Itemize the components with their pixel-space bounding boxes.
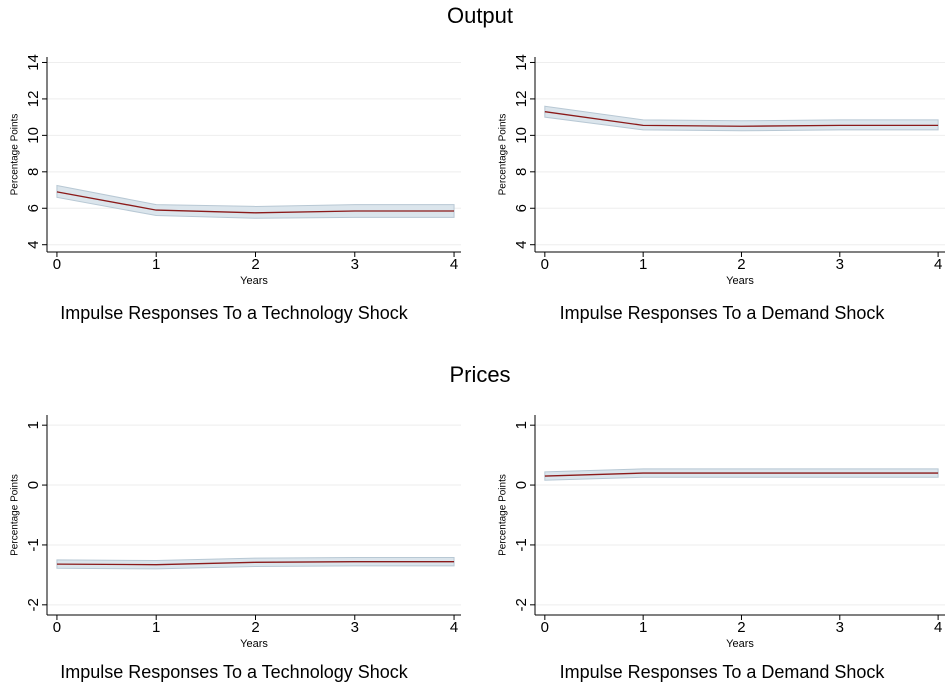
confidence-band — [544, 468, 939, 481]
confidence-band — [56, 557, 455, 570]
x-tick-label: 0 — [53, 619, 61, 636]
y-tick-label: 4 — [25, 241, 42, 249]
y-axis-label: Percentage Points — [498, 114, 509, 196]
y-tick-label: 0 — [513, 481, 530, 489]
response-line — [56, 561, 455, 566]
y-tick-label: 4 — [513, 241, 530, 249]
x-tick-label: 2 — [737, 619, 745, 636]
section-title: Prices — [449, 362, 510, 387]
y-tick-label: 12 — [513, 91, 530, 108]
y-tick-label: 0 — [25, 481, 42, 489]
x-tick-label: 4 — [450, 256, 458, 273]
panel-caption: Impulse Responses To a Technology Shock — [60, 662, 409, 682]
x-axis-label: Years — [240, 275, 268, 287]
panel-caption: Impulse Responses To a Technology Shock — [60, 303, 409, 323]
x-tick-label: 3 — [836, 619, 844, 636]
y-tick-label: 8 — [513, 168, 530, 176]
x-axis-label: Years — [726, 275, 754, 287]
response-line — [544, 111, 939, 127]
panel-caption: Impulse Responses To a Demand Shock — [560, 303, 886, 323]
x-tick-label: 3 — [351, 256, 359, 273]
x-tick-label: 1 — [152, 256, 160, 273]
y-tick-label: 10 — [513, 127, 530, 144]
y-axis-label: Percentage Points — [10, 474, 21, 556]
x-tick-label: 1 — [639, 256, 647, 273]
x-tick-label: 2 — [251, 619, 259, 636]
x-tick-label: 4 — [934, 256, 942, 273]
x-tick-label: 3 — [351, 619, 359, 636]
x-tick-label: 2 — [251, 256, 259, 273]
y-tick-label: 6 — [25, 204, 42, 212]
x-tick-label: 4 — [450, 619, 458, 636]
x-tick-label: 1 — [152, 619, 160, 636]
y-tick-label: -2 — [513, 598, 530, 611]
x-tick-label: 3 — [836, 256, 844, 273]
x-tick-label: 0 — [541, 256, 549, 273]
y-tick-label: 1 — [513, 421, 530, 429]
confidence-band — [544, 105, 939, 132]
y-tick-label: -1 — [513, 538, 530, 551]
y-tick-label: 6 — [513, 204, 530, 212]
y-tick-label: 12 — [25, 91, 42, 108]
panel-caption: Impulse Responses To a Demand Shock — [560, 662, 886, 682]
y-tick-label: 14 — [513, 54, 530, 71]
y-tick-label: 14 — [25, 54, 42, 71]
y-tick-label: 8 — [25, 168, 42, 176]
y-tick-label: -2 — [25, 598, 42, 611]
y-tick-label: 10 — [25, 127, 42, 144]
response-line — [56, 191, 455, 214]
x-tick-label: 2 — [737, 256, 745, 273]
y-tick-label: -1 — [25, 538, 42, 551]
y-axis-label: Percentage Points — [498, 474, 509, 556]
section-title: Output — [447, 3, 513, 28]
y-axis-label: Percentage Points — [10, 114, 21, 196]
x-axis-label: Years — [240, 638, 268, 650]
x-tick-label: 1 — [639, 619, 647, 636]
x-axis-label: Years — [726, 638, 754, 650]
y-tick-label: 1 — [25, 421, 42, 429]
x-tick-label: 0 — [53, 256, 61, 273]
x-tick-label: 0 — [541, 619, 549, 636]
response-line — [544, 472, 939, 477]
x-tick-label: 4 — [934, 619, 942, 636]
